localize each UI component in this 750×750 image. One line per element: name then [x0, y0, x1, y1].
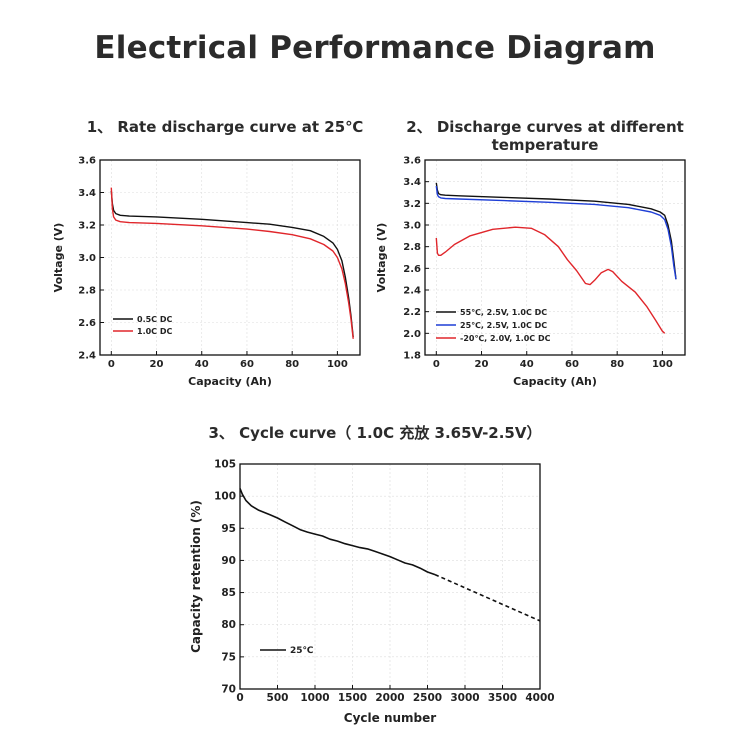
y-axis-title: Capacity retention (%) — [189, 500, 203, 653]
y-tick-label: 2.6 — [403, 264, 421, 275]
series-line-3 — [435, 226, 666, 334]
y-tick-label: 100 — [214, 491, 236, 503]
x-axis-title: Cycle number — [344, 711, 436, 725]
x-tick-label: 2000 — [375, 692, 404, 704]
series-line-2 — [434, 573, 541, 622]
y-tick-label: 2.6 — [78, 318, 96, 329]
y-tick-label: 3.4 — [78, 188, 96, 199]
x-tick-label: 60 — [240, 359, 254, 370]
y-tick-label: 95 — [221, 523, 236, 535]
chart-1: 0 20 40 60 80 100 2.4 2.6 2.8 3.0 3.2 3.4 3.6 Capacit… — [52, 156, 361, 388]
y-tick-label: 3.6 — [403, 156, 421, 167]
chart-2: 0 20 40 60 80 100 1.8 2.0 2.2 2.4 2.6 2.8 3.0 3.2 3.4 3… — [375, 156, 686, 388]
x-tick-label: 3500 — [488, 692, 517, 704]
plot-frame — [424, 159, 686, 356]
series-line-2 — [435, 185, 677, 280]
x-tick-label: 100 — [327, 359, 348, 370]
y-tick-label: 2.2 — [403, 307, 421, 318]
x-tick-label: 500 — [267, 692, 289, 704]
y-tick-label: 2.4 — [403, 286, 421, 297]
y-axis-title: Voltage (V) — [52, 223, 65, 293]
y-tick-label: 105 — [214, 459, 236, 471]
y-tick-label: 3.0 — [403, 221, 421, 232]
y-tick-label: 3.6 — [78, 156, 96, 167]
y-tick-label: 3.0 — [78, 253, 96, 264]
legend-label: 0.5C DC — [137, 315, 172, 324]
y-tick-label: 2.8 — [403, 242, 421, 253]
x-tick-label: 60 — [565, 359, 579, 370]
legend-label: 55℃, 2.5V, 1.0C DC — [460, 308, 547, 317]
y-tick-label: 3.4 — [403, 177, 421, 188]
x-tick-label: 0 — [108, 359, 115, 370]
x-tick-label: 0 — [433, 359, 440, 370]
y-tick-label: 80 — [221, 619, 236, 631]
x-axis-title: Capacity (Ah) — [188, 375, 272, 388]
chart-3-heading: 3、 Cycle curve（ 1.0C 充放 3.65V-2.5V） — [208, 424, 542, 442]
legend-label: 1.0C DC — [137, 327, 172, 336]
x-tick-label: 1000 — [300, 692, 329, 704]
x-tick-label: 0 — [236, 692, 243, 704]
y-tick-label: 1.8 — [403, 351, 421, 362]
x-tick-label: 100 — [652, 359, 673, 370]
page-title: Electrical Performance Diagram — [94, 30, 656, 66]
x-axis-title: Capacity (Ah) — [513, 375, 597, 388]
x-tick-label: 1500 — [338, 692, 367, 704]
x-tick-label: 4000 — [525, 692, 554, 704]
y-tick-label: 2.4 — [78, 351, 96, 362]
x-tick-label: 80 — [285, 359, 299, 370]
y-tick-label: 70 — [221, 684, 236, 696]
y-tick-label: 3.2 — [78, 221, 96, 232]
y-tick-label: 2.0 — [403, 329, 421, 340]
x-tick-label: 2500 — [413, 692, 442, 704]
x-tick-label: 40 — [195, 359, 209, 370]
x-tick-label: 80 — [610, 359, 624, 370]
x-tick-label: 20 — [475, 359, 489, 370]
chart-1-heading: 1、 Rate discharge curve at 25℃ — [86, 118, 364, 136]
y-tick-label: 75 — [221, 651, 236, 663]
series-line-2 — [110, 187, 354, 339]
legend-label: -20℃, 2.0V, 1.0C DC — [460, 334, 551, 343]
x-tick-label: 40 — [520, 359, 534, 370]
legend-label: 25℃ — [290, 646, 314, 656]
series-line-1 — [435, 182, 677, 280]
chart-3: 0 500 1000 1500 2000 2500 3000 3500 4000 70 75 80 85… — [189, 459, 555, 726]
y-tick-label: 90 — [221, 555, 236, 567]
y-tick-label: 2.8 — [78, 286, 96, 297]
series-line-1 — [110, 190, 354, 338]
chart-2-heading: 2、 Discharge curves at different tempera… — [406, 118, 684, 154]
y-tick-label: 3.2 — [403, 199, 421, 210]
y-axis-title: Voltage (V) — [375, 223, 388, 293]
series-line-1 — [239, 488, 436, 576]
x-tick-label: 20 — [150, 359, 164, 370]
x-tick-label: 3000 — [450, 692, 479, 704]
y-tick-label: 85 — [221, 587, 236, 599]
legend-label: 25℃, 2.5V, 1.0C DC — [460, 321, 547, 330]
